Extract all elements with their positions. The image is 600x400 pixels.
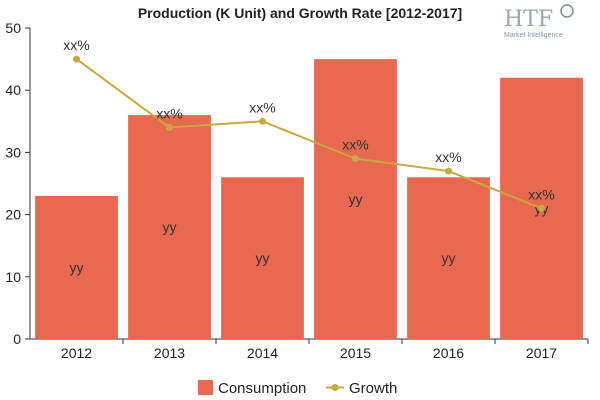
y-tick-label: 40	[5, 82, 21, 98]
bar-data-label: yy	[70, 259, 84, 275]
growth-data-label: xx%	[63, 37, 89, 53]
growth-point	[445, 167, 452, 175]
bar-data-label: yy	[349, 191, 363, 207]
x-tick-label: 2013	[154, 345, 185, 361]
globe-icon	[560, 4, 574, 18]
bar	[35, 195, 118, 339]
bar	[221, 177, 304, 339]
bar	[128, 115, 211, 339]
growth-line	[75, 58, 542, 210]
bar	[314, 59, 397, 339]
y-tick-label: 30	[5, 144, 21, 160]
chart-title: Production (K Unit) and Growth Rate [201…	[138, 5, 462, 21]
logo-text: HTF	[504, 7, 553, 32]
line-labels: xx% xx% xx% xx% xx% xx%	[63, 37, 554, 202]
x-tick-label: 2014	[247, 345, 278, 361]
bar-data-label: yy	[442, 250, 456, 266]
line-series	[73, 55, 545, 212]
growth-point	[538, 204, 545, 212]
logo: HTF Market Intelligence	[504, 4, 574, 39]
x-tick-label: 2016	[433, 345, 464, 361]
bar-data-label: yy	[163, 219, 177, 235]
bar-series	[35, 59, 583, 339]
legend-consumption-swatch	[198, 380, 213, 395]
bar-data-label: yy	[256, 250, 270, 266]
legend-consumption-label: Consumption	[218, 380, 306, 397]
legend-growth-marker	[331, 384, 339, 391]
growth-data-label: xx%	[528, 186, 554, 202]
growth-point	[352, 155, 359, 163]
x-tick-label: 2012	[61, 345, 92, 361]
bar	[407, 177, 490, 339]
growth-data-label: xx%	[249, 99, 275, 115]
x-tick-label: 2015	[340, 345, 371, 361]
y-ticks: 0 10 20 30 40 50	[5, 20, 30, 347]
legend-growth-label: Growth	[349, 380, 397, 397]
growth-data-label: xx%	[156, 106, 182, 122]
logo-subtext: Market Intelligence	[504, 32, 563, 39]
bar-labels: yyyyyyyyyyyy	[70, 191, 549, 275]
growth-data-label: xx%	[342, 137, 368, 153]
y-tick-label: 20	[5, 207, 21, 223]
growth-point	[73, 55, 80, 63]
legend: Consumption Growth	[198, 380, 397, 397]
y-tick-label: 50	[5, 20, 21, 36]
x-ticks: 2012 2013 2014 2015 2016 2017	[61, 339, 589, 361]
growth-data-label: xx%	[435, 149, 461, 165]
y-tick-label: 10	[5, 269, 21, 285]
growth-point	[166, 124, 173, 132]
x-tick-label: 2017	[526, 345, 557, 361]
y-tick-label: 0	[13, 331, 21, 347]
growth-point	[259, 117, 266, 125]
